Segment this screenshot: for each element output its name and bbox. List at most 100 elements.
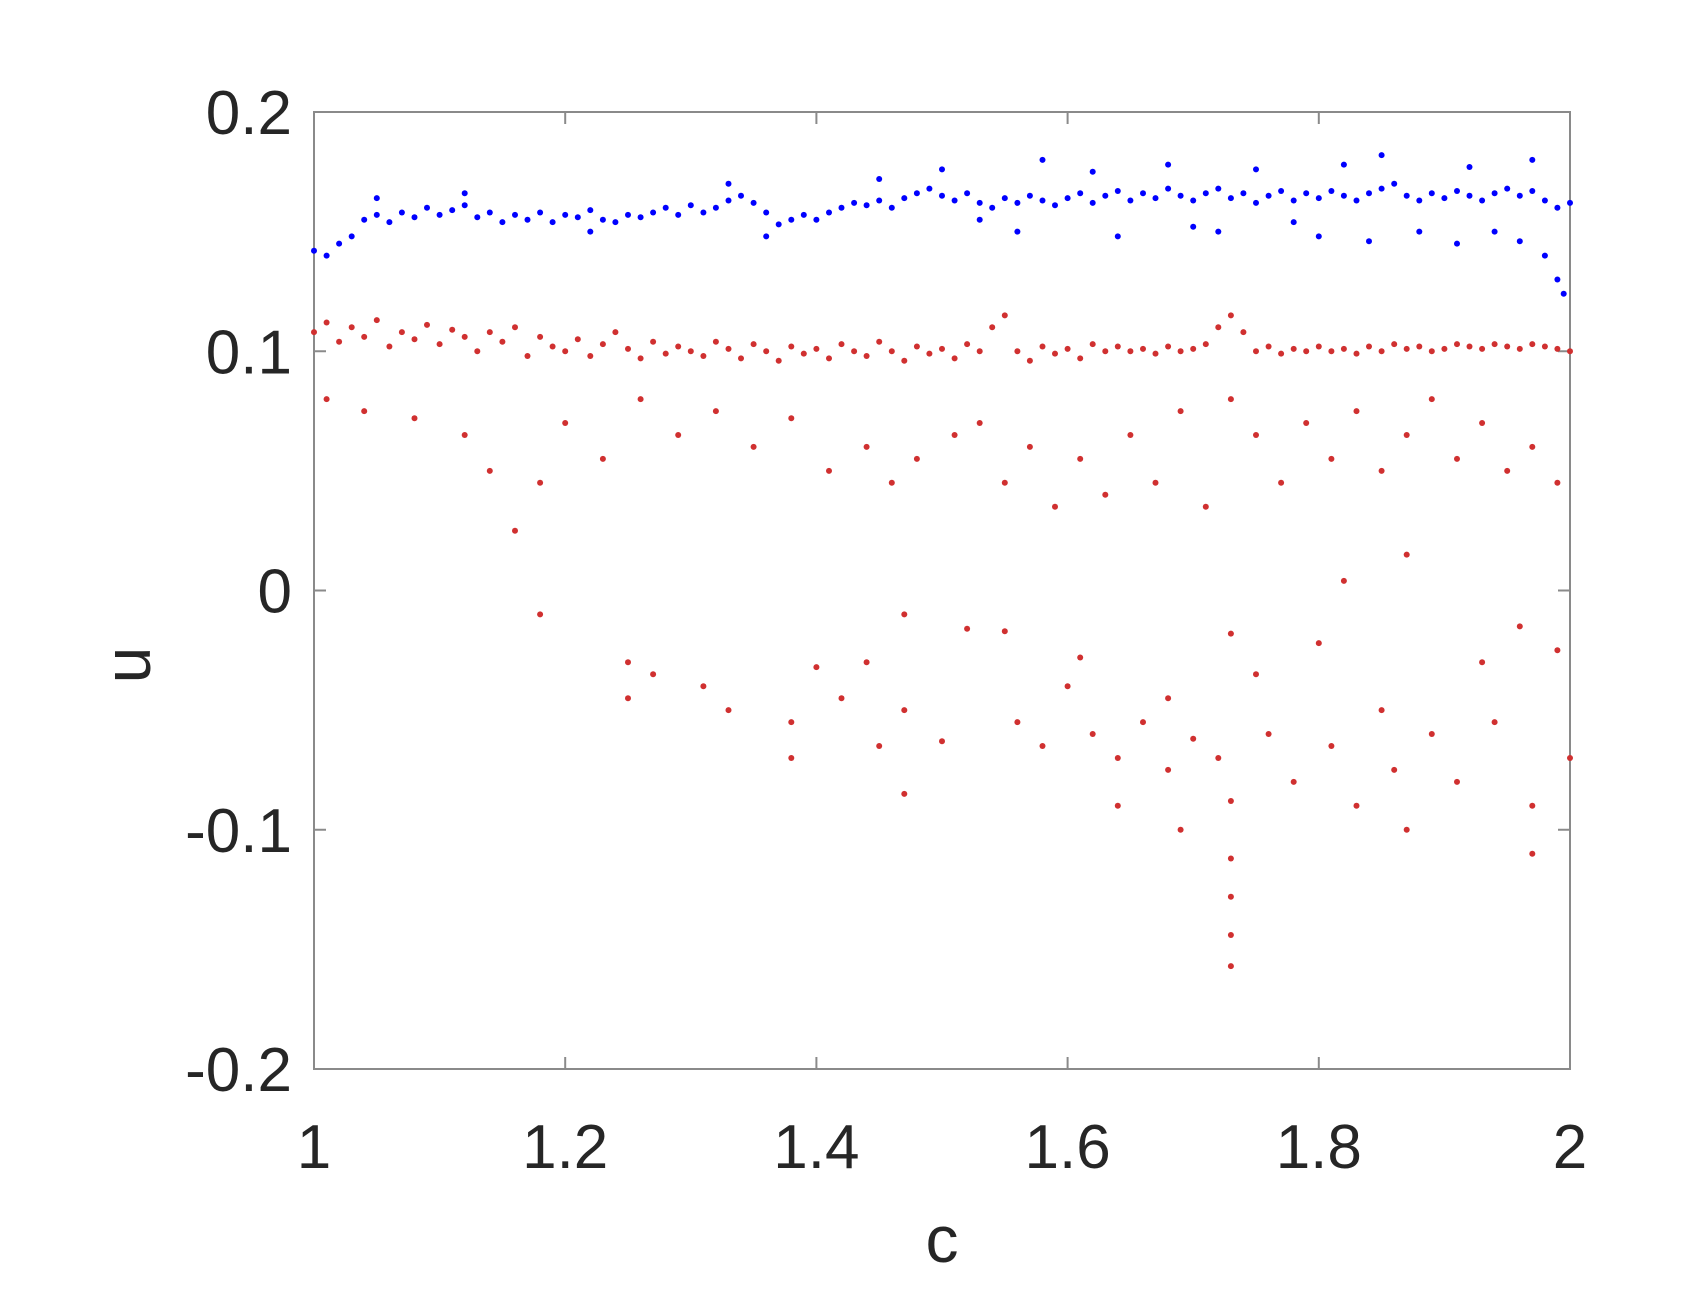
data-point [1177,826,1184,833]
data-point [1052,350,1058,357]
data-point [1353,802,1360,809]
data-point [1215,755,1222,761]
data-point [901,790,908,797]
data-point [1529,188,1536,194]
data-point [348,233,355,240]
data-point [1014,199,1021,206]
data-point [1529,850,1536,857]
data-point [323,396,330,403]
data-point [411,214,418,221]
data-point [1416,197,1423,204]
data-point [1052,202,1058,209]
data-point [1366,190,1372,197]
data-point [499,338,506,345]
data-point [549,343,556,350]
y-tick-label: 0.1 [206,318,292,387]
data-point [1278,479,1285,486]
data-point [788,415,795,422]
data-point [1454,455,1460,462]
data-point [1278,188,1285,194]
data-point [1102,348,1109,355]
data-point [1089,341,1096,348]
data-point [1428,731,1435,737]
data-point [512,324,518,331]
data-point [687,202,694,209]
data-point [964,625,971,632]
data-point [574,214,581,221]
data-point [989,324,996,331]
data-point [1315,233,1322,240]
data-point [951,355,958,362]
data-point [901,195,908,202]
data-point [1353,408,1360,415]
data-point [989,204,996,211]
data-point [1328,455,1335,462]
data-point [1303,420,1310,426]
data-point [1165,185,1172,192]
data-point [436,211,443,218]
data-point [876,743,883,749]
series-0 [311,152,1573,297]
data-point [1227,312,1234,319]
x-axis-label: c [926,1202,959,1276]
data-point [1089,168,1096,175]
data-point [1253,671,1259,678]
data-point [562,211,569,218]
data-point [1227,396,1234,403]
data-point [675,211,682,218]
data-point [1215,228,1222,235]
y-tick-labels: -0.2 -0.1 0 0.1 0.2 [185,79,292,1105]
data-point [1454,778,1460,785]
data-point [851,348,858,355]
data-point [1403,826,1410,833]
data-point [1039,156,1046,163]
data-point [1227,932,1234,938]
data-point [725,180,732,187]
data-point [1177,192,1184,199]
data-point [1227,195,1234,202]
data-point [1077,654,1084,661]
data-point [788,719,795,726]
data-point [1491,190,1498,197]
data-point [1479,197,1486,204]
data-point [1504,467,1511,474]
data-point [700,683,707,690]
data-point [537,333,544,340]
data-point [1366,343,1372,350]
data-point [1567,755,1573,761]
data-point [1504,185,1511,192]
x-tick-labels: 1 1.2 1.4 1.6 1.8 2 [297,1113,1587,1182]
data-point [549,219,556,226]
data-point [1353,197,1360,204]
data-point [951,197,958,204]
data-point [1190,223,1197,230]
data-point [1340,345,1347,352]
data-point [838,204,845,211]
data-point [1340,161,1347,168]
data-point [1466,192,1473,199]
data-point [461,432,468,438]
data-point [1340,577,1347,584]
data-point [1403,551,1410,558]
data-point [398,209,405,216]
data-point [1403,345,1410,352]
data-point [1127,197,1134,204]
data-point [1001,195,1008,202]
data-point [373,211,380,218]
data-point [1227,630,1234,637]
data-point [424,321,430,328]
data-point [939,345,945,352]
data-point [599,216,606,223]
data-point [361,333,368,340]
data-point [1378,707,1385,714]
data-point [1202,190,1209,197]
data-point [851,199,858,206]
data-point [750,199,757,206]
data-point [1240,329,1247,336]
data-point [637,214,644,221]
data-point [1253,348,1259,355]
data-point [775,221,782,228]
data-point [1441,195,1448,202]
data-point [1554,276,1561,283]
data-point [1466,343,1473,350]
